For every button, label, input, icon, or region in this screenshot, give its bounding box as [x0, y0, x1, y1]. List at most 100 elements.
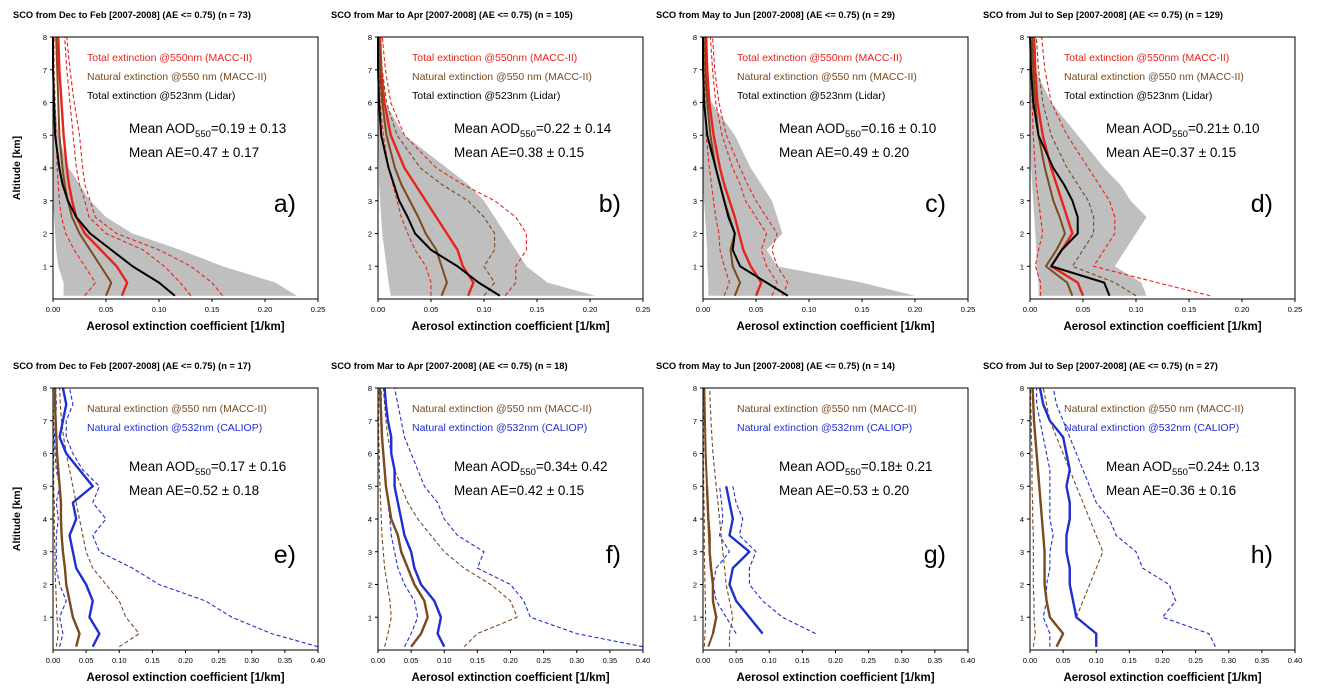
- y-tick-label: 7: [1020, 417, 1024, 426]
- y-axis-label: Altitude [km]: [11, 136, 23, 200]
- series-line-1: [1038, 387, 1098, 647]
- dashed-envelope-line: [709, 387, 734, 647]
- aod-prefix: Mean AOD: [454, 121, 520, 136]
- aod-value: =0.22 ± 0.14: [536, 121, 612, 136]
- dashed-envelope-line: [703, 37, 731, 296]
- x-axis-label: Aerosol extinction coefficient [1/km]: [736, 321, 934, 333]
- y-tick-label: 5: [368, 482, 372, 491]
- dashed-envelope-line: [378, 37, 432, 296]
- panel-label: e): [274, 541, 296, 569]
- x-tick-label: 0.25: [536, 656, 551, 665]
- series-line-2: [1029, 36, 1111, 297]
- dashed-envelope-line: [1041, 36, 1211, 297]
- chart-title: SCO from May to Jun [2007-2008] (AE <= 0…: [656, 10, 895, 20]
- y-tick-label: 1: [43, 262, 47, 271]
- x-axis-label: Aerosol extinction coefficient [1/km]: [86, 672, 284, 684]
- y-tick-label: 8: [693, 33, 697, 42]
- x-tick-label: 0.30: [244, 656, 259, 665]
- aod-value: =0.18± 0.21: [861, 459, 933, 474]
- dashed-envelope-line: [1036, 388, 1054, 647]
- panel-label: h): [1251, 541, 1273, 569]
- legend-entry: Total extinction @550nm (MACC-II): [1064, 52, 1229, 64]
- dashed-envelope-line: [709, 36, 778, 296]
- y-tick-label: 5: [1020, 131, 1024, 140]
- mean-aod-stat: Mean AOD550=0.16 ± 0.10: [779, 121, 936, 140]
- x-tick-label: 0.40: [311, 656, 326, 665]
- y-tick-label: 5: [43, 131, 47, 140]
- x-axis-label: Aerosol extinction coefficient [1/km]: [411, 672, 609, 684]
- y-tick-label: 2: [368, 230, 372, 239]
- x-tick-label: 0.40: [1288, 656, 1303, 665]
- y-tick-label: 4: [368, 515, 372, 524]
- y-tick-label: 7: [1020, 66, 1024, 75]
- dashed-envelope-line: [66, 36, 224, 297]
- dashed-envelope-line: [382, 387, 518, 648]
- x-axis-label: Aerosol extinction coefficient [1/km]: [1063, 672, 1261, 684]
- dashed-envelope-line: [1030, 37, 1044, 296]
- lidar-spread-band: [53, 37, 297, 296]
- dashed-envelope-line: [1042, 387, 1104, 647]
- x-tick-label: 0.15: [855, 305, 870, 314]
- y-tick-label: 1: [43, 613, 47, 622]
- y-tick-label: 4: [1020, 515, 1024, 524]
- panel-label: g): [924, 541, 946, 569]
- dashed-envelope-line: [702, 387, 707, 647]
- aod-subscript: 550: [1172, 467, 1188, 478]
- series-line-1: [378, 36, 448, 297]
- y-tick-label: 1: [368, 613, 372, 622]
- dashed-envelope-line: [379, 36, 496, 297]
- x-tick-label: 0.00: [696, 305, 711, 314]
- legend-entry: Natural extinction @532nm (CALIOP): [1064, 422, 1239, 434]
- aod-subscript: 550: [520, 129, 536, 140]
- dashed-envelope-line: [381, 36, 527, 297]
- series-line-1: [1031, 36, 1074, 297]
- aod-prefix: Mean AOD: [1106, 459, 1172, 474]
- x-tick-label: 0.00: [46, 656, 61, 665]
- mean-ae-stat: Mean AE=0.37 ± 0.15: [1106, 145, 1236, 160]
- aod-prefix: Mean AOD: [1106, 121, 1172, 136]
- y-tick-label: 5: [43, 482, 47, 491]
- y-tick-label: 8: [1020, 33, 1024, 42]
- aod-prefix: Mean AOD: [129, 459, 195, 474]
- y-tick-label: 6: [368, 99, 372, 108]
- y-tick-label: 4: [693, 164, 697, 173]
- aod-value: =0.16 ± 0.10: [861, 121, 936, 136]
- x-tick-label: 0.05: [404, 656, 419, 665]
- series-line-0: [378, 36, 475, 297]
- y-tick-label: 8: [43, 33, 47, 42]
- y-tick-label: 7: [693, 417, 697, 426]
- series-line-0: [378, 387, 429, 648]
- series-line-0: [1031, 387, 1065, 648]
- aod-subscript: 550: [195, 467, 211, 478]
- y-tick-label: 3: [693, 197, 697, 206]
- x-tick-label: 0.40: [961, 656, 976, 665]
- x-tick-label: 0.10: [1089, 656, 1104, 665]
- x-axis-label: Aerosol extinction coefficient [1/km]: [1063, 321, 1261, 333]
- y-tick-label: 2: [693, 581, 697, 590]
- series-line-2: [702, 37, 789, 297]
- y-tick-label: 1: [368, 262, 372, 271]
- aod-prefix: Mean AOD: [779, 121, 845, 136]
- y-tick-label: 4: [43, 515, 47, 524]
- series-line-2: [377, 37, 501, 297]
- x-tick-label: 0.25: [636, 305, 651, 314]
- dashed-envelope-line: [65, 387, 319, 648]
- chart-title: SCO from Mar to Apr [2007-2008] (AE <= 0…: [331, 10, 573, 20]
- y-tick-label: 7: [43, 417, 47, 426]
- mean-ae-stat: Mean AE=0.47 ± 0.17: [129, 145, 259, 160]
- panel-label: d): [1251, 190, 1273, 218]
- y-tick-label: 4: [43, 164, 47, 173]
- y-tick-label: 1: [693, 613, 697, 622]
- dashed-envelope-line: [378, 388, 392, 647]
- y-tick-label: 5: [693, 482, 697, 491]
- x-tick-label: 0.25: [1188, 656, 1203, 665]
- legend-entry: Natural extinction @532nm (CALIOP): [412, 422, 587, 434]
- dashed-envelope-line: [53, 37, 97, 297]
- aod-value: =0.24± 0.13: [1188, 459, 1260, 474]
- x-tick-label: 0.35: [603, 656, 618, 665]
- x-tick-label: 0.10: [437, 656, 452, 665]
- legend-entry: Natural extinction @550 nm (MACC-II): [1064, 403, 1244, 415]
- y-tick-label: 6: [368, 450, 372, 459]
- chart-panel-f: SCO from Mar to Apr [2007-2008] (AE <= 0…: [331, 361, 650, 684]
